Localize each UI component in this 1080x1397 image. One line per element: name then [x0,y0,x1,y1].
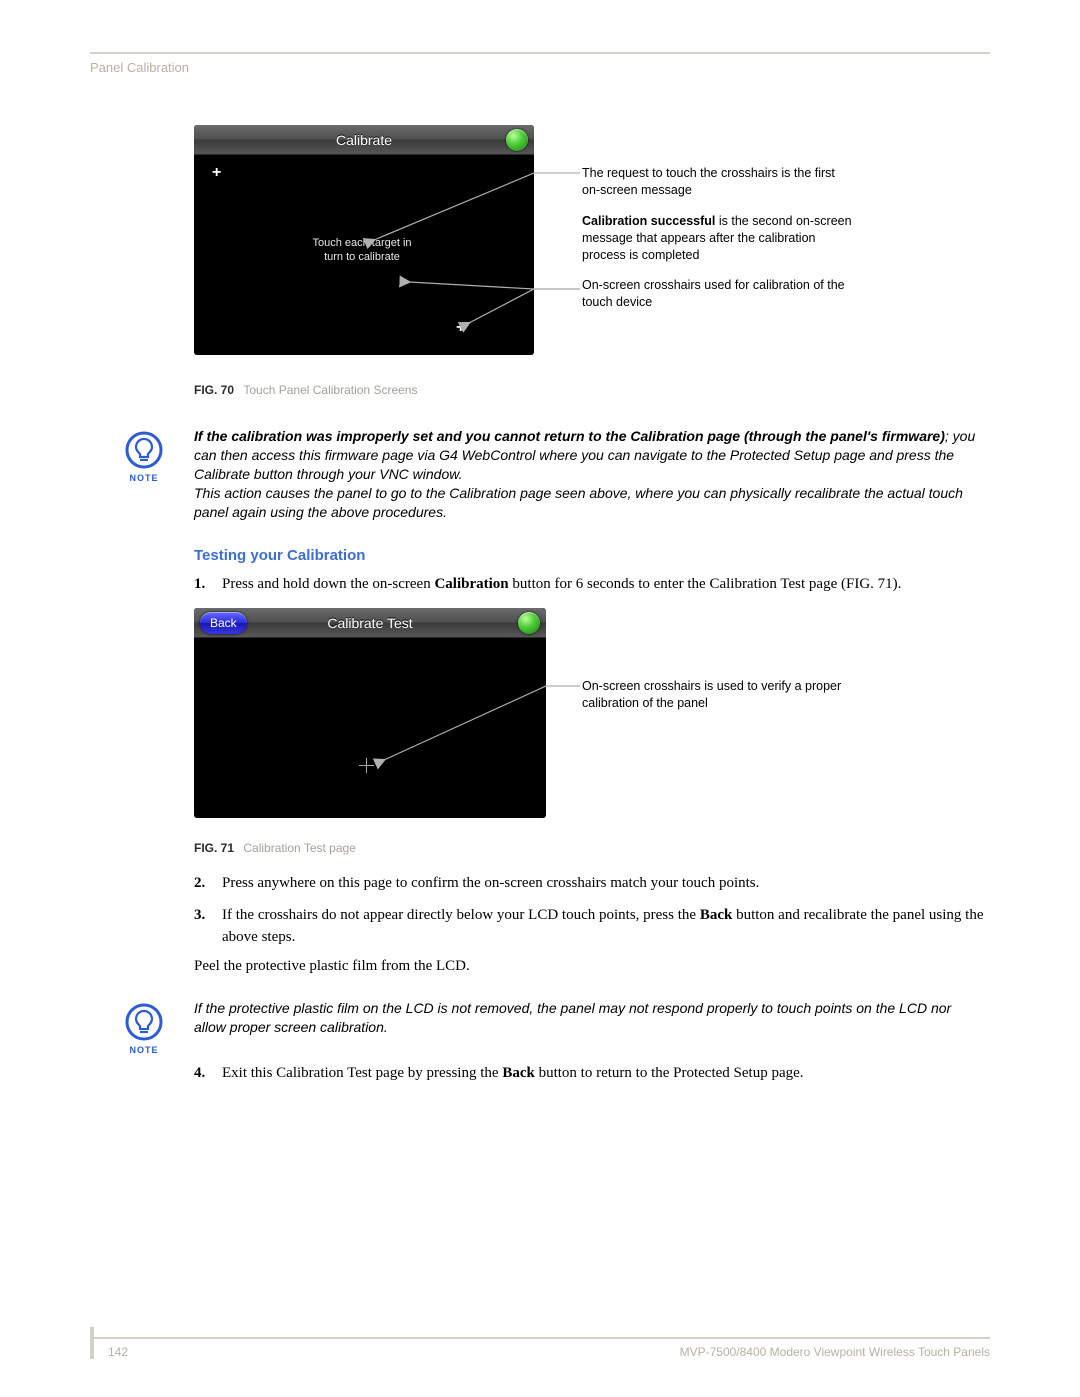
callout-bold: Calibration successful [582,214,715,228]
calibrate-panel: Calibrate + + Touch each target in turn … [194,125,534,355]
step-item: 4. Exit this Calibration Test page by pr… [194,1063,984,1085]
fig-text: Calibration Test page [243,841,356,855]
note-block: NOTE If the calibration was improperly s… [194,427,984,521]
step-text: If the crosshairs do not appear directly… [222,907,700,923]
panel-header: Back Calibrate Test [194,608,546,638]
callout-text: On-screen crosshairs used for calibratio… [582,277,852,311]
step-bold: Back [700,907,733,923]
status-orb-icon [506,129,528,151]
crosshair-icon: + [212,165,221,181]
step-item: 1. Press and hold down the on-screen Cal… [194,574,984,596]
step-bold: Calibration [434,576,508,592]
step-item: 2. Press anywhere on this page to confir… [194,873,984,895]
page-number: 142 [108,1345,128,1359]
doc-title: MVP-7500/8400 Modero Viewpoint Wireless … [680,1345,990,1359]
fig-number: FIG. 71 [194,841,234,855]
status-orb-icon [518,612,540,634]
figure-70-caption: FIG. 70 Touch Panel Calibration Screens [194,383,984,397]
fig-number: FIG. 70 [194,383,234,397]
crosshair-icon [359,758,374,773]
page-footer: 142 MVP-7500/8400 Modero Viewpoint Wirel… [90,1337,990,1359]
step-item: 3. If the crosshairs do not appear direc… [194,905,984,949]
page-content: Calibrate + + Touch each target in turn … [194,125,984,1085]
note-icon: NOTE [122,1003,166,1055]
note-label: NOTE [122,473,166,483]
note-text: If the protective plastic film on the LC… [194,1000,951,1035]
header-section: Panel Calibration [90,60,990,75]
touch-message: Touch each target in turn to calibrate [302,237,422,265]
note-text: This action causes the panel to go to th… [194,485,963,520]
step-text: button for 6 seconds to enter the Calibr… [509,576,902,592]
note-body: If the protective plastic film on the LC… [194,999,984,1037]
section-heading: Testing your Calibration [194,547,984,564]
touch-msg-line2: turn to calibrate [324,251,400,263]
step-text: Exit this Calibration Test page by press… [222,1065,502,1081]
fig70-callouts: The request to touch the crosshairs is t… [582,165,852,325]
page-marker [90,1327,94,1359]
figure-71-caption: FIG. 71 Calibration Test page [194,841,984,855]
steps-list: 4. Exit this Calibration Test page by pr… [194,1063,984,1085]
note-block: NOTE If the protective plastic film on t… [194,999,984,1037]
step-text: Press anywhere on this page to confirm t… [222,875,759,891]
crosshair-icon: + [456,320,465,336]
figure-71: Back Calibrate Test On-screen crosshairs… [194,608,984,833]
step-text: button to return to the Protected Setup … [535,1065,804,1081]
figure-70: Calibrate + + Touch each target in turn … [194,125,984,375]
panel-title: Calibrate Test [327,615,412,631]
fig71-callouts: On-screen crosshairs is used to verify a… [582,678,842,712]
step-number: 4. [194,1063,205,1085]
note-body: If the calibration was improperly set an… [194,427,984,521]
step-bold: Back [502,1065,535,1081]
note-label: NOTE [122,1045,166,1055]
footer-rule [90,1337,990,1339]
step-number: 1. [194,574,205,596]
step-text: Press and hold down the on-screen [222,576,434,592]
calibrate-test-panel: Back Calibrate Test [194,608,546,818]
back-button[interactable]: Back [200,612,247,634]
fig-text: Touch Panel Calibration Screens [243,383,417,397]
footer-row: 142 MVP-7500/8400 Modero Viewpoint Wirel… [90,1345,990,1359]
step-number: 2. [194,873,205,895]
panel-header: Calibrate [194,125,534,155]
callout-text: On-screen crosshairs is used to verify a… [582,678,842,712]
steps-list: 1. Press and hold down the on-screen Cal… [194,574,984,596]
step-number: 3. [194,905,205,927]
peel-instruction: Peel the protective plastic film from th… [194,958,984,975]
callout-text: Calibration successful is the second on-… [582,213,852,264]
panel-title: Calibrate [336,132,392,148]
callout-text: The request to touch the crosshairs is t… [582,165,852,199]
header-rule [90,52,990,54]
note-icon: NOTE [122,431,166,483]
note-bold: If the calibration was improperly set an… [194,428,945,444]
steps-list: 2. Press anywhere on this page to confir… [194,873,984,948]
touch-msg-line1: Touch each target in [312,237,411,249]
